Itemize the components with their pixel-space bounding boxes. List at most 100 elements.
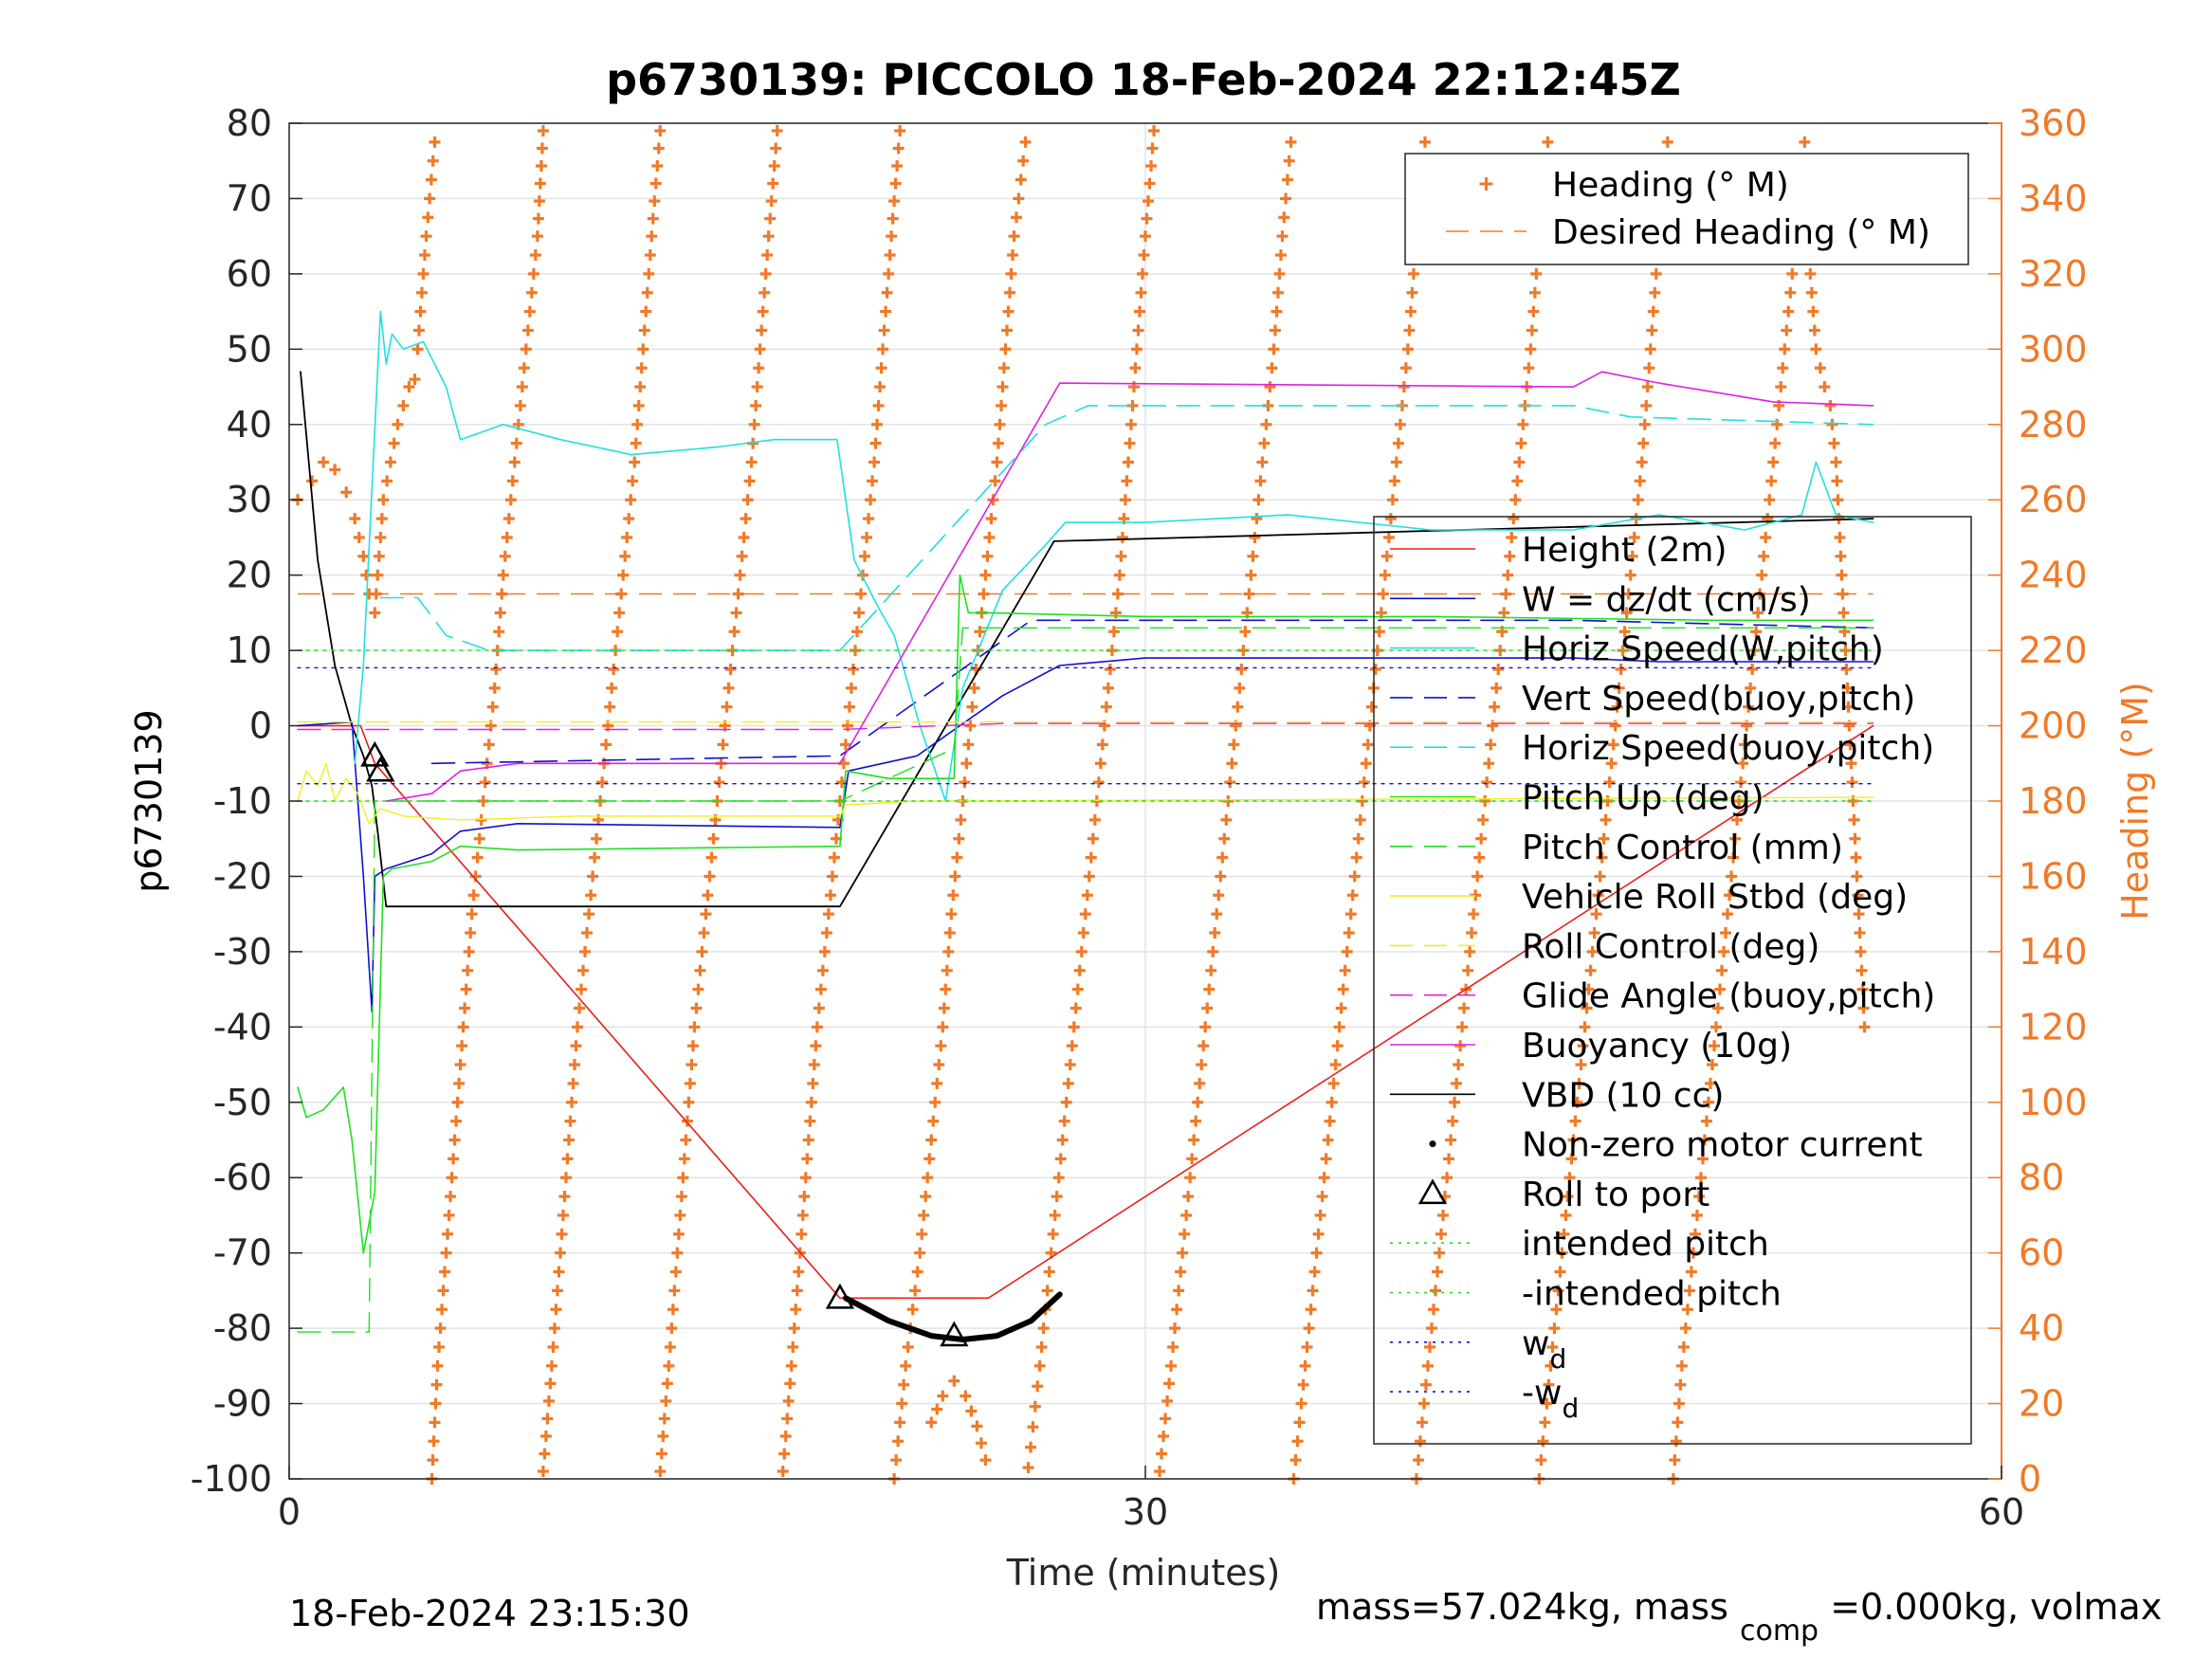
heading-point-4-9 xyxy=(667,1304,679,1316)
heading-point-10-18 xyxy=(1322,1134,1334,1146)
heading-point-11-48 xyxy=(1502,569,1514,581)
heading-point-2-17 xyxy=(448,1153,460,1165)
heading-point-4-21 xyxy=(684,1077,696,1089)
heading-point-0-1 xyxy=(306,475,319,487)
heading-point-11-18 xyxy=(1445,1134,1457,1146)
heading-point-6-58 xyxy=(996,381,1009,393)
y-tick-label-9: -10 xyxy=(213,780,272,822)
heading-point-11-9 xyxy=(1428,1304,1440,1316)
series-horiz_buoy xyxy=(379,405,1874,651)
heading-point-8-12 xyxy=(1047,1228,1059,1240)
heading-point-10-19 xyxy=(1324,1115,1336,1127)
heading-point-8-7 xyxy=(1037,1322,1050,1335)
heading-point-6-22 xyxy=(933,1059,945,1071)
y2-tick-label-1: 20 xyxy=(2019,1383,2064,1425)
heading-point-11-19 xyxy=(1447,1115,1459,1127)
heading-point-14-39 xyxy=(1852,889,1864,902)
heading-point-6-38 xyxy=(960,757,973,770)
heading-point-3-71 xyxy=(652,142,665,155)
heading-point-7-4 xyxy=(960,1390,972,1402)
heading-point-2-22 xyxy=(454,1059,466,1071)
heading-point-3-25 xyxy=(574,1002,586,1014)
heading-point-13-30 xyxy=(1722,908,1734,921)
heading-point-5-47 xyxy=(855,588,868,600)
y-tick-label-11: 10 xyxy=(227,629,272,671)
heading-point-3-6 xyxy=(545,1359,558,1372)
heading-point-13-59 xyxy=(1777,362,1789,374)
heading-point-3-43 xyxy=(608,663,620,675)
legend-main-label-text-4: Horiz Speed(buoy,pitch) xyxy=(1522,729,1934,768)
heading-point-5-1 xyxy=(778,1448,791,1460)
heading-point-2-43 xyxy=(490,663,503,675)
heading-point-3-18 xyxy=(562,1134,575,1146)
heading-point-11-38 xyxy=(1483,757,1495,770)
heading-point-14-43 xyxy=(1856,964,1868,976)
heading-point-5-50 xyxy=(861,531,873,543)
heading-point-12-38 xyxy=(1605,757,1618,770)
heading-point-2-28 xyxy=(463,945,475,957)
y2-tick-label-7: 140 xyxy=(2019,931,2088,973)
heading-point-3-58 xyxy=(634,381,647,393)
heading-point-2-4 xyxy=(430,1397,442,1410)
heading-point-0-3 xyxy=(329,464,341,476)
heading-point-9-70 xyxy=(1283,155,1295,167)
heading-point-14-23 xyxy=(1837,588,1849,600)
heading-point-9-47 xyxy=(1243,588,1255,600)
y-tick-label-13: 30 xyxy=(227,479,272,520)
series-pitch_up xyxy=(297,574,1874,1254)
heading-point-10-60 xyxy=(1401,343,1414,356)
heading-point-3-3 xyxy=(541,1413,554,1425)
legend-heading-label-0: Heading (° M) xyxy=(1552,166,1789,205)
heading-point-5-19 xyxy=(804,1115,816,1127)
heading-point-13-14 xyxy=(1691,1209,1703,1221)
heading-point-13-52 xyxy=(1764,494,1776,506)
heading-point-13-24 xyxy=(1710,1021,1722,1033)
heading-point-3-60 xyxy=(637,343,649,356)
heading-point-5-22 xyxy=(808,1059,820,1071)
heading-point-11-59 xyxy=(1523,362,1535,374)
heading-point-6-9 xyxy=(906,1304,919,1316)
heading-point-9-51 xyxy=(1251,513,1263,525)
heading-point-6-40 xyxy=(964,720,977,732)
heading-point-2-57 xyxy=(514,399,526,411)
heading-point-14-32 xyxy=(1845,757,1857,770)
heading-point-13-18 xyxy=(1698,1134,1710,1146)
series-buoyancy xyxy=(385,371,1874,802)
heading-point-9-5 xyxy=(1163,1377,1176,1390)
legend-main-label-15: -intended pitch xyxy=(1522,1275,1782,1314)
legend-main-label-sub-17: d xyxy=(1562,1393,1579,1424)
heading-point-8-33 xyxy=(1087,832,1099,845)
heading-point-8-55 xyxy=(1124,418,1137,430)
heading-point-6-12 xyxy=(914,1247,926,1259)
heading-point-11-33 xyxy=(1473,851,1486,864)
x-tick-label-0: 0 xyxy=(278,1491,301,1533)
heading-point-14-44 xyxy=(1856,983,1869,995)
heading-point-1-2 xyxy=(414,305,427,318)
heading-point-3-41 xyxy=(604,701,616,713)
heading-point-8-3 xyxy=(1029,1400,1041,1413)
heading-point-3-72 xyxy=(654,124,667,137)
heading-point-11-61 xyxy=(1526,324,1538,337)
heading-point-2-31 xyxy=(467,889,480,902)
heading-point-8-34 xyxy=(1088,813,1101,826)
heading-point-8-31 xyxy=(1083,870,1095,883)
heading-point-14-9 xyxy=(1808,324,1820,337)
heading-point-3-53 xyxy=(627,475,639,487)
heading-point-2-66 xyxy=(531,230,543,243)
heading-point-13-4 xyxy=(1673,1397,1685,1410)
heading-point-4-30 xyxy=(700,908,712,921)
legend-main-label-text-14: intended pitch xyxy=(1522,1225,1769,1264)
heading-point-12-3 xyxy=(1539,1416,1551,1429)
heading-point-3-47 xyxy=(615,588,628,600)
heading-point-14-45 xyxy=(1857,1002,1870,1014)
heading-point-4-64 xyxy=(759,267,772,280)
heading-point-10-10 xyxy=(1307,1285,1319,1297)
heading-point-13-54 xyxy=(1767,456,1780,468)
heading-point-3-50 xyxy=(621,531,633,543)
heading-point-5-5 xyxy=(784,1377,796,1390)
heading-point-13-34 xyxy=(1729,832,1742,845)
heading-point-3-39 xyxy=(600,738,612,751)
footer-mass-info: mass=57.024kg, mass comp =0.000kg, volma… xyxy=(1316,1586,2162,1649)
heading-point-12-16 xyxy=(1563,1172,1576,1184)
heading-point-12-1 xyxy=(1535,1454,1547,1467)
